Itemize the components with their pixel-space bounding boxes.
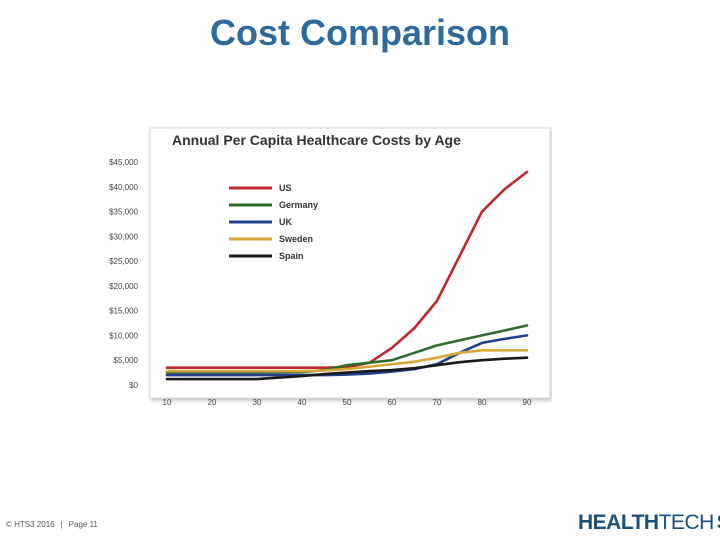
series-line-sweden <box>165 349 529 373</box>
y-tick-label: $30,000 <box>109 232 138 241</box>
footer-separator: | <box>60 520 63 529</box>
page-number: Page 11 <box>68 520 98 529</box>
y-tick-label: $45,000 <box>109 158 138 167</box>
brand-logo: HEALTHTECHS3 <box>578 511 720 535</box>
legend-label-us: US <box>279 183 292 193</box>
y-tick-label: $40,000 <box>109 183 138 192</box>
x-tick-label: 30 <box>253 398 262 407</box>
x-tick-label: 10 <box>163 398 172 407</box>
x-tick-label: 50 <box>343 398 352 407</box>
y-tick-label: $25,000 <box>109 257 138 266</box>
series-line-germany <box>165 324 529 374</box>
legend-label-sweden: Sweden <box>279 234 313 244</box>
series-line-uk <box>165 334 529 377</box>
y-tick-label: $15,000 <box>109 307 138 316</box>
y-tick-label: $0 <box>129 381 138 390</box>
chart-title: Annual Per Capita Healthcare Costs by Ag… <box>172 132 461 148</box>
copyright-text: © HTS3 2016 <box>6 520 55 529</box>
line-chart: Annual Per Capita Healthcare Costs by Ag… <box>92 124 552 414</box>
x-tick-label: 80 <box>478 398 487 407</box>
y-tick-label: $35,000 <box>109 208 138 217</box>
brand-health: HEALTH <box>578 511 659 534</box>
y-tick-label: $10,000 <box>109 331 138 340</box>
x-tick-label: 40 <box>298 398 307 407</box>
x-tick-label: 90 <box>523 398 532 407</box>
brand-s: S <box>717 511 720 534</box>
legend-label-germany: Germany <box>279 200 318 210</box>
y-tick-label: $20,000 <box>109 282 138 291</box>
brand-tech: TECH <box>658 511 715 534</box>
legend-label-uk: UK <box>279 217 292 227</box>
legend-label-spain: Spain <box>279 251 304 261</box>
slide-title: Cost Comparison <box>209 12 511 53</box>
x-tick-label: 20 <box>208 398 217 407</box>
y-tick-label: $5,000 <box>114 356 139 365</box>
series-line-spain <box>165 356 529 381</box>
footer: © HTS3 2016 | Page 11 <box>6 520 98 529</box>
series-line-us <box>165 170 529 369</box>
x-tick-label: 70 <box>433 398 442 407</box>
x-tick-label: 60 <box>388 398 397 407</box>
